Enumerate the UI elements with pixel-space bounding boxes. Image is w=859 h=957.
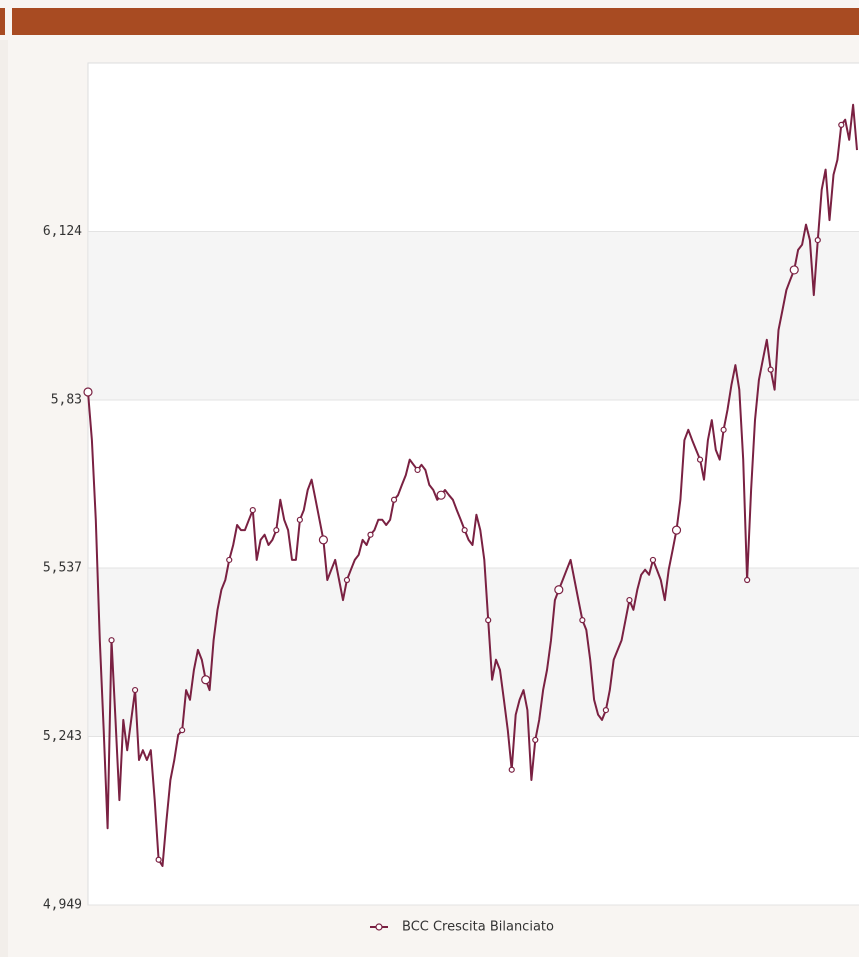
point-marker: [789, 265, 799, 275]
point-marker: [838, 121, 845, 129]
point-marker: [554, 585, 564, 595]
point-marker: [83, 387, 93, 397]
point-marker: [767, 366, 774, 373]
point-marker: [249, 506, 256, 514]
y-tick-label: 6,124: [43, 224, 82, 239]
point-marker: [273, 527, 280, 534]
point-marker: [671, 525, 682, 535]
point-marker: [720, 426, 727, 433]
y-tick-label: 5,537: [43, 560, 82, 575]
y-tick-label: 5,83: [51, 393, 82, 408]
series-line: [87, 103, 858, 867]
legend-swatch-marker: [375, 923, 383, 931]
point-marker: [436, 490, 446, 500]
point-marker: [343, 576, 351, 584]
side-strip: [0, 40, 8, 957]
point-marker: [508, 766, 515, 773]
point-marker: [744, 576, 751, 584]
y-tick-label: 4,949: [43, 898, 82, 913]
point-marker: [461, 527, 468, 534]
point-marker: [696, 456, 704, 463]
point-marker: [226, 556, 233, 564]
point-marker: [131, 686, 139, 694]
point-marker: [367, 531, 374, 538]
point-marker: [626, 596, 633, 604]
point-marker: [390, 496, 398, 503]
point-marker: [649, 556, 657, 564]
point-marker: [318, 535, 329, 545]
grid-band: [89, 567, 859, 737]
y-tick-label: 5,243: [43, 729, 82, 744]
point-marker: [414, 466, 421, 474]
point-marker: [579, 617, 586, 624]
point-marker: [814, 237, 821, 244]
plot-area: [87, 62, 859, 906]
header-bar: [12, 8, 859, 35]
point-marker: [485, 617, 492, 624]
point-marker: [108, 637, 115, 644]
point-marker: [179, 727, 186, 734]
point-marker: [532, 736, 539, 744]
header-bar-left: [0, 8, 5, 35]
legend-label: BCC Crescita Bilanciato: [402, 920, 554, 935]
point-marker: [155, 856, 162, 863]
point-marker: [602, 707, 609, 714]
point-marker: [201, 675, 211, 685]
grid-band: [89, 231, 859, 401]
point-marker: [296, 516, 303, 523]
